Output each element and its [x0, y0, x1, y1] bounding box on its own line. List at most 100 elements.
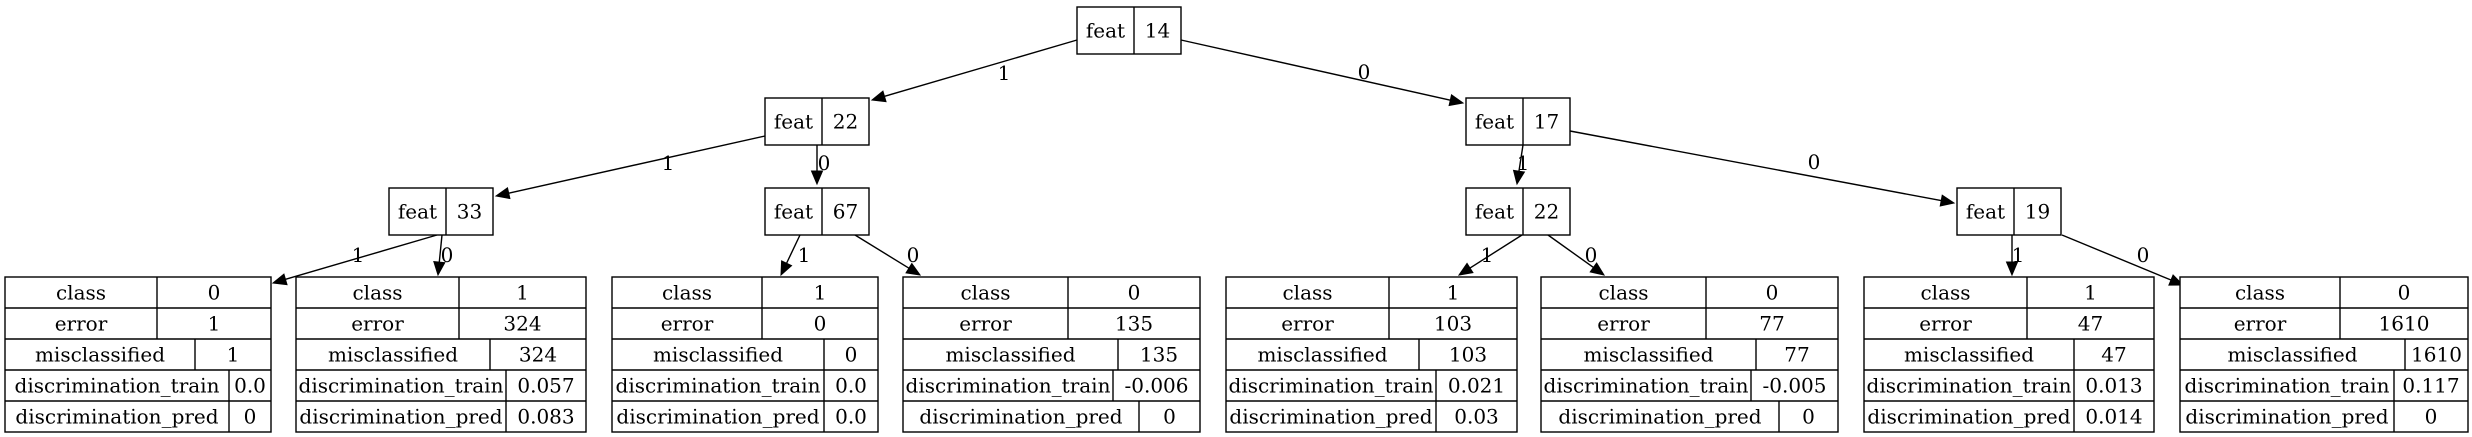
arrowhead-icon — [2005, 261, 2019, 277]
leaf-value: -0.005 — [1762, 374, 1826, 398]
leaf-box — [1225, 276, 1518, 433]
edge-label: 1 — [798, 243, 811, 267]
arrowhead-icon — [870, 90, 887, 103]
leaf-key: discrimination_train — [1229, 374, 1434, 398]
edge-label: 1 — [998, 61, 1011, 85]
edge-line — [785, 234, 801, 264]
node-feature-value: 17 — [1534, 110, 1559, 134]
node-feature-label: feat — [1475, 200, 1514, 224]
leaf-value: 0.083 — [517, 405, 574, 429]
leaf-value: 103 — [1449, 343, 1487, 367]
node-box — [764, 187, 870, 236]
leaf-key: discrimination_pred — [1867, 405, 2070, 429]
node-feature-value: 33 — [457, 200, 482, 224]
leaf-value: 1 — [814, 281, 827, 305]
edge-label: 1 — [1481, 243, 1494, 267]
leaf-value: 0.0 — [835, 374, 867, 398]
leaf-key: error — [351, 312, 404, 336]
leaf-key: error — [1597, 312, 1650, 336]
edge-n5-l4: 1 — [1457, 234, 1523, 276]
arrowhead-icon — [271, 273, 288, 286]
arrowhead-icon — [1512, 169, 1526, 186]
leaf-value: 324 — [503, 312, 541, 336]
edge-label: 0 — [2137, 243, 2150, 267]
leaf-value: 0 — [2425, 405, 2438, 429]
edge-n3-l0: 1 — [271, 234, 438, 286]
leaf-value: 0.021 — [1448, 374, 1505, 398]
leaf-key: misclassified — [1904, 343, 2034, 367]
leaf-key: error — [1281, 312, 1334, 336]
node-feature-value: 22 — [1534, 200, 1559, 224]
leaf-box — [902, 276, 1201, 433]
leaf-key: discrimination_pred — [919, 405, 1122, 429]
edge-label: 0 — [1358, 60, 1371, 84]
leaf-value: 47 — [2101, 343, 2126, 367]
arrowhead-icon — [1448, 93, 1465, 107]
leaf-value: 77 — [1759, 312, 1784, 336]
arrowhead-icon — [433, 260, 446, 277]
edge-line — [1469, 234, 1523, 269]
node-box — [388, 187, 494, 236]
leaf-node-l5: class 0 error 77 misclassified 77 discriminati… — [1540, 276, 1839, 433]
leaf-value: 77 — [1784, 343, 1809, 367]
leaf-key: class — [2235, 281, 2285, 305]
leaf-box — [1540, 276, 1839, 433]
edge-label: 0 — [818, 151, 831, 175]
node-feature-value: 67 — [833, 200, 858, 224]
internal-node-n2: feat 17 — [1465, 97, 1571, 146]
internal-node-n3: feat 33 — [388, 187, 494, 236]
node-box — [764, 97, 870, 146]
edge-label: 1 — [1517, 151, 1530, 175]
edge-label: 1 — [2012, 243, 2025, 267]
edge-line — [508, 135, 766, 194]
edge-n6-l7: 0 — [2061, 234, 2185, 286]
arrowhead-icon — [1589, 262, 1606, 276]
leaf-key: misclassified — [35, 343, 165, 367]
leaf-value: 135 — [1115, 312, 1153, 336]
leaf-key: error — [959, 312, 1012, 336]
leaf-value: 1 — [2084, 281, 2097, 305]
node-feature-label: feat — [1086, 19, 1125, 43]
leaf-key: discrimination_train — [2185, 374, 2390, 398]
leaf-key: misclassified — [1257, 343, 1387, 367]
leaf-box — [2179, 276, 2469, 433]
leaf-key: discrimination_pred — [299, 405, 502, 429]
edge-line — [1547, 234, 1594, 269]
leaf-value: 0.03 — [1454, 405, 1499, 429]
leaf-value: 1610 — [2379, 312, 2430, 336]
node-feature-label: feat — [774, 110, 813, 134]
leaf-value: 0 — [845, 343, 858, 367]
node-feature-value: 19 — [2025, 200, 2050, 224]
leaf-key: class — [56, 281, 106, 305]
node-feature-value: 14 — [1145, 19, 1170, 43]
leaf-node-l1: class 1 error 324 misclassified 324 discrimina… — [295, 276, 587, 433]
internal-node-n1: feat 22 — [764, 97, 870, 146]
leaf-value: 0.117 — [2402, 374, 2459, 398]
edge-n0-n2: 0 — [1180, 39, 1465, 107]
internal-node-n6: feat 19 — [1956, 187, 2062, 236]
node-feature-label: feat — [1966, 200, 2005, 224]
node-feature-value: 22 — [833, 110, 858, 134]
leaf-node-l4: class 1 error 103 misclassified 103 discrimina… — [1225, 276, 1518, 433]
leaf-value: 0 — [244, 405, 257, 429]
leaf-value: 0.014 — [2085, 405, 2142, 429]
node-box — [1465, 187, 1571, 236]
edge-n4-l2: 1 — [780, 234, 811, 277]
edge-n2-n6: 0 — [1569, 130, 1956, 207]
edge-label: 0 — [441, 243, 454, 267]
leaf-value: 0 — [2398, 281, 2411, 305]
leaf-key: error — [661, 312, 714, 336]
leaf-box — [1863, 276, 2155, 433]
arrowhead-icon — [1457, 262, 1474, 276]
leaf-key: error — [2234, 312, 2287, 336]
node-feature-label: feat — [774, 200, 813, 224]
leaf-key: discrimination_pred — [1229, 405, 1432, 429]
node-box — [1465, 97, 1571, 146]
leaf-key: discrimination_train — [299, 374, 504, 398]
edge-line — [1180, 39, 1451, 101]
leaf-value: 1610 — [2411, 343, 2462, 367]
leaf-key: class — [1282, 281, 1332, 305]
leaf-value: 0.0 — [835, 405, 867, 429]
leaf-value: 135 — [1140, 343, 1178, 367]
leaf-key: class — [662, 281, 712, 305]
